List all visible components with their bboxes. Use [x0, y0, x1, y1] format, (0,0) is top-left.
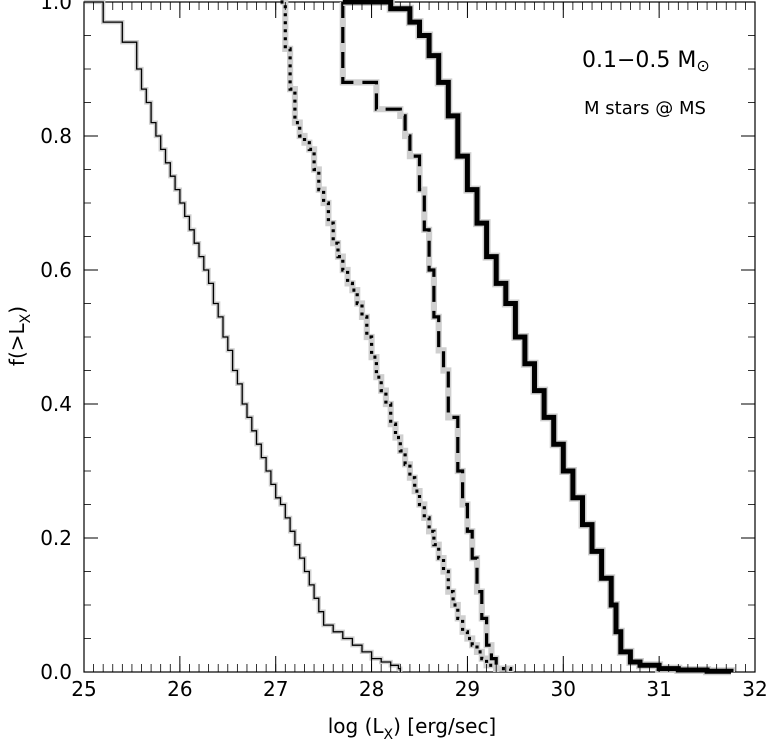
y-tick-label: 0.2: [40, 526, 72, 550]
y-axis-label: f(>LX): [5, 306, 34, 366]
x-tick-label: 28: [359, 677, 384, 701]
x-tick-label: 26: [167, 677, 192, 701]
y-tick-label: 0.0: [40, 660, 72, 684]
series-halo-thin-solid: [84, 0, 403, 672]
annotation-sample: M stars @ MS: [584, 98, 706, 119]
annotations: 0.1−0.5 M⊙ M stars @ MS: [582, 48, 710, 119]
series-line-thick-solid: [342, 0, 734, 674]
y-axis-label-sub: X: [18, 313, 34, 323]
x-tick-label: 29: [455, 677, 480, 701]
y-tick-label: 0.6: [40, 258, 72, 282]
x-tick-label: 30: [551, 677, 576, 701]
annotation-mass-range: 0.1−0.5 M⊙: [582, 48, 710, 75]
x-tick-label: 27: [263, 677, 288, 701]
y-tick-label: 1.0: [40, 0, 72, 14]
solar-mass-symbol: ⊙: [696, 56, 709, 75]
y-tick-label: 0.4: [40, 392, 72, 416]
x-axis-label: log (LX) [erg/sec]: [328, 714, 497, 741]
y-tick-label: 0.8: [40, 124, 72, 148]
x-tick-label: 31: [646, 677, 671, 701]
ticks: 25 26 27 28 29 30 31 32 0.0 0.2 0.4 0.6 0.8 1.0: [40, 0, 768, 701]
x-tick-label: 32: [742, 677, 767, 701]
series-layer: [84, 0, 735, 676]
x-axis-label-sub: X: [384, 727, 394, 741]
series-line-dashed: [341, 2, 498, 672]
series-line-thin-solid: [84, 1, 401, 672]
axis-labels: log (LX) [erg/sec] f(>LX): [5, 306, 496, 741]
x-tick-label: 25: [71, 677, 96, 701]
series-line-dotted: [280, 0, 513, 672]
